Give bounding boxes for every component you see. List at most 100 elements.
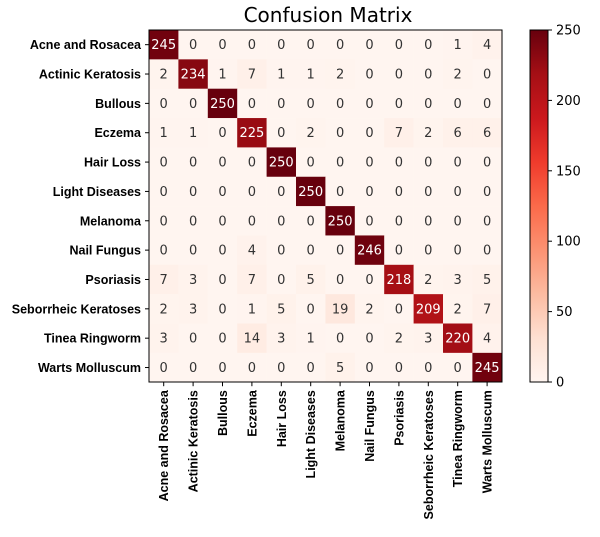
heatmap-cell	[354, 59, 385, 89]
heatmap-cell	[443, 59, 473, 89]
cell-value-label: 0	[248, 214, 256, 229]
cell-value-label: 7	[395, 126, 403, 141]
heatmap-cell	[266, 118, 297, 148]
heatmap-cell	[149, 118, 179, 148]
heatmap-cell	[266, 294, 297, 324]
heatmap-cell	[384, 147, 414, 178]
row-label: Seborrheic Keratoses	[12, 302, 141, 316]
heatmap-cell	[443, 30, 473, 60]
heatmap-cell	[354, 264, 385, 295]
heatmap-cell	[325, 30, 356, 60]
heatmap-cell	[237, 176, 267, 207]
cell-value-label: 0	[424, 38, 432, 53]
heatmap-cell	[296, 176, 326, 207]
heatmap-cell	[266, 323, 297, 354]
cell-value-label: 0	[336, 185, 344, 200]
colorbar-tick-label: 100	[556, 235, 581, 250]
heatmap-cell	[266, 88, 297, 119]
cell-value-label: 2	[160, 68, 168, 83]
heatmap-cell	[384, 206, 414, 236]
heatmap-cell	[354, 352, 385, 383]
cell-value-label: 0	[218, 214, 226, 229]
cell-value-label: 3	[454, 273, 462, 288]
cell-value-label: 0	[395, 244, 403, 259]
colorbar-tick-label: 0	[556, 376, 564, 391]
cell-value-label: 0	[189, 38, 197, 53]
cell-value-label: 0	[307, 97, 315, 112]
heatmap-cell	[149, 323, 179, 354]
cell-value-label: 0	[365, 97, 373, 112]
heatmap-cell	[472, 206, 503, 236]
cell-value-label: 0	[424, 214, 432, 229]
heatmap-cell	[384, 235, 414, 266]
cell-value-label: 3	[189, 273, 197, 288]
heatmap-cell	[472, 264, 503, 295]
cell-value-label: 0	[277, 214, 285, 229]
heatmap-cell	[443, 264, 473, 295]
cell-value-label: 0	[336, 156, 344, 171]
cell-value-label: 0	[218, 273, 226, 288]
row-label: Actinic Keratosis	[39, 68, 141, 82]
cell-value-label: 0	[189, 332, 197, 347]
heatmap-cell	[237, 235, 267, 266]
cell-value-label: 0	[307, 361, 315, 376]
cell-value-label: 0	[365, 361, 373, 376]
cell-value-label: 0	[395, 68, 403, 83]
cell-value-label: 0	[218, 361, 226, 376]
heatmap-cell	[178, 294, 209, 324]
cell-value-label: 2	[365, 302, 373, 317]
cell-value-label: 0	[395, 361, 403, 376]
cell-value-label: 0	[365, 126, 373, 141]
cell-value-label: 0	[424, 244, 432, 259]
heatmap-cell	[237, 206, 267, 236]
heatmap-cell	[472, 352, 503, 383]
heatmap-cell	[149, 264, 179, 295]
heatmap-cell	[296, 88, 326, 119]
cell-value-label: 0	[395, 302, 403, 317]
colorbar-tick-label: 250	[556, 24, 581, 39]
heatmap-cell	[266, 235, 297, 266]
heatmap-cell	[266, 30, 297, 60]
cell-value-label: 246	[357, 244, 382, 259]
cell-value-label: 0	[483, 214, 491, 229]
cell-value-label: 0	[307, 156, 315, 171]
heatmap-cell	[296, 59, 326, 89]
column-labels: Acne and Rosacea Actinic Keratosis Bullous…	[157, 382, 495, 519]
heatmap-cell	[237, 30, 267, 60]
cell-value-label: 0	[160, 244, 168, 259]
cell-value-label: 0	[336, 38, 344, 53]
heatmap-cell	[149, 352, 179, 383]
colorbar-tick-label: 50	[556, 305, 573, 320]
cell-value-label: 0	[454, 361, 462, 376]
heatmap-cell	[354, 88, 385, 119]
heatmap-cell	[149, 235, 179, 266]
cell-value-label: 0	[336, 126, 344, 141]
cell-value-label: 0	[395, 156, 403, 171]
heatmap-cell	[472, 176, 503, 207]
heatmap-cell	[207, 352, 238, 383]
heatmap-cell	[178, 206, 209, 236]
cell-value-label: 225	[239, 126, 264, 141]
heatmap-cell	[325, 323, 356, 354]
heatmap-cell	[443, 352, 473, 383]
column-label: Psoriasis	[392, 390, 406, 446]
heatmap-cell	[149, 88, 179, 119]
cell-value-label: 0	[365, 273, 373, 288]
heatmap-cell	[266, 59, 297, 89]
heatmap-cell	[237, 264, 267, 295]
cell-value-label: 0	[218, 156, 226, 171]
cell-value-label: 0	[160, 185, 168, 200]
heatmap-cell	[207, 147, 238, 178]
cell-value-label: 0	[483, 244, 491, 259]
heatmap-cell	[384, 323, 414, 354]
cell-value-label: 4	[483, 38, 491, 53]
cell-value-label: 218	[386, 273, 411, 288]
heatmap-cell	[354, 323, 385, 354]
heatmap-cell	[413, 352, 444, 383]
heatmap-cell	[443, 88, 473, 119]
cell-value-label: 234	[181, 68, 206, 83]
cell-value-label: 0	[277, 244, 285, 259]
heatmap-cell	[443, 206, 473, 236]
cell-value-label: 2	[454, 302, 462, 317]
